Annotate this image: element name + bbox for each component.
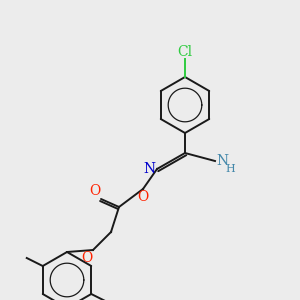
Text: H: H <box>225 164 235 174</box>
Text: N: N <box>143 162 155 176</box>
Text: O: O <box>137 190 148 204</box>
Text: O: O <box>89 184 100 198</box>
Text: O: O <box>81 251 92 265</box>
Text: Cl: Cl <box>177 45 193 59</box>
Text: N: N <box>216 154 228 168</box>
